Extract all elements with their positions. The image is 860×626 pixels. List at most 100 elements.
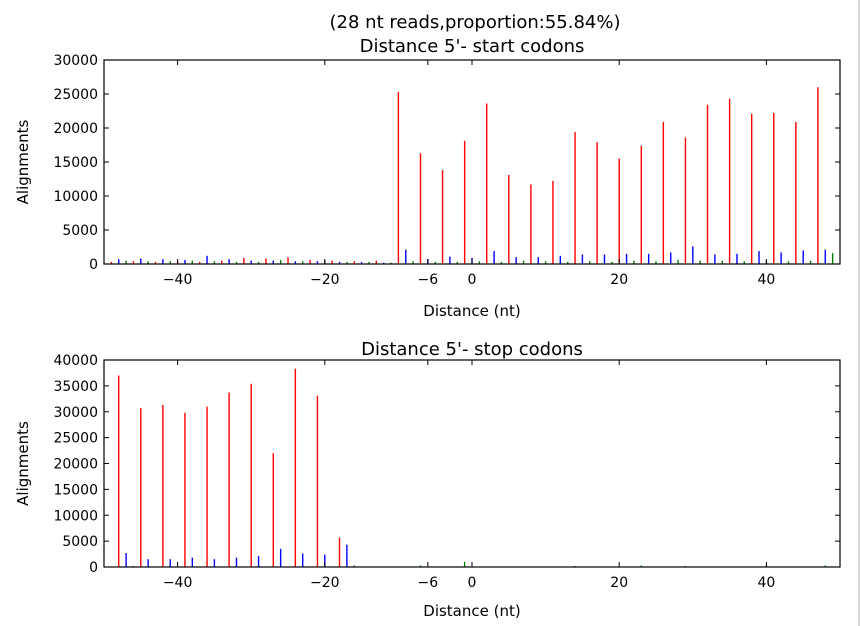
bar-frame1-x12 bbox=[559, 255, 562, 264]
bar-frame1-x18 bbox=[603, 254, 606, 264]
bar-frame0-x8 bbox=[530, 184, 532, 264]
bar-frame1-x-30 bbox=[250, 260, 252, 264]
y-tick-label: 20000 bbox=[53, 121, 98, 137]
bar-frame0-x-16 bbox=[353, 261, 355, 264]
bar-frame0-x26 bbox=[662, 121, 665, 264]
bar-frame0-x-13 bbox=[375, 260, 378, 264]
x-tick-label: −6 bbox=[418, 272, 439, 288]
bar-frame0-x-48 bbox=[118, 375, 120, 567]
bar-frame1-x21 bbox=[625, 253, 628, 264]
bar-frame1-x36 bbox=[736, 253, 738, 264]
bar-frame0-x2 bbox=[486, 103, 488, 265]
bar-frame2-x19 bbox=[611, 261, 613, 264]
bar-frame0-x11 bbox=[552, 181, 554, 264]
bar-frame2-x46 bbox=[809, 260, 812, 264]
bar-frame1-x-41 bbox=[169, 559, 171, 567]
bar-frame1-x48 bbox=[824, 249, 826, 264]
bar-frame0-x-30 bbox=[250, 383, 252, 567]
bar-frame2-x-1 bbox=[463, 561, 466, 567]
bar-frame1-x3 bbox=[493, 251, 495, 264]
bar-frame0-x44 bbox=[795, 121, 797, 264]
bar-frame0-x-34 bbox=[221, 260, 223, 264]
bar-frame0-x-22 bbox=[309, 259, 311, 264]
bar-frame1-x42 bbox=[780, 252, 782, 264]
x-tick-label: 40 bbox=[757, 575, 775, 591]
bar-frame2-x25 bbox=[655, 261, 657, 264]
x-tick-label: −40 bbox=[163, 575, 193, 591]
bar-frame2-x1 bbox=[478, 261, 481, 264]
y-tick-label: 0 bbox=[89, 560, 98, 576]
y-tick-label: 25000 bbox=[53, 431, 98, 447]
bar-frame2-x-11 bbox=[390, 262, 392, 264]
chart-title: Distance 5'- start codons bbox=[360, 36, 585, 57]
x-axis-label: Distance (nt) bbox=[423, 602, 520, 620]
bar-frame2-x48 bbox=[824, 565, 826, 567]
y-tick-label: 30000 bbox=[53, 53, 98, 69]
bar-frame0-x-4 bbox=[441, 170, 444, 264]
bar-frame2-x-35 bbox=[213, 261, 216, 264]
y-tick-label: 10000 bbox=[53, 189, 98, 205]
bar-frame0-x-19 bbox=[331, 260, 333, 264]
bar-frame0-x-37 bbox=[198, 261, 201, 264]
bar-frame0-x29 bbox=[684, 137, 687, 264]
bar-frame1-x-29 bbox=[257, 556, 260, 567]
y-axis-label: Alignments bbox=[14, 119, 32, 204]
y-tick-label: 0 bbox=[89, 257, 98, 273]
y-axis-label: Alignments bbox=[14, 421, 32, 506]
bar-frame0-x-33 bbox=[228, 392, 230, 567]
plot-frame bbox=[103, 359, 841, 568]
y-tick-label: 20000 bbox=[53, 457, 98, 473]
bar-frame0-x-25 bbox=[287, 257, 289, 264]
bar-frame1-x-21 bbox=[316, 261, 319, 264]
y-tick-label: 15000 bbox=[53, 482, 98, 498]
figure-suptitle: (28 nt reads,proportion:55.84%) bbox=[330, 12, 621, 33]
bar-frame1-x-15 bbox=[360, 261, 363, 264]
bar-frame1-x6 bbox=[515, 257, 517, 264]
x-tick-label: 40 bbox=[757, 272, 775, 288]
x-tick-label: 20 bbox=[610, 575, 628, 591]
y-tick-label: 35000 bbox=[53, 379, 98, 395]
bar-frame2-x-16 bbox=[353, 565, 355, 567]
bar-frame1-x39 bbox=[758, 251, 760, 264]
bar-frame0-x32 bbox=[706, 104, 709, 264]
bar-frame0-x-24 bbox=[294, 368, 297, 567]
bar-frame1-x-39 bbox=[184, 259, 186, 264]
bar-frame2-x-29 bbox=[257, 261, 260, 264]
bar-frame0-x-36 bbox=[206, 406, 208, 567]
bar-frame1-x24 bbox=[647, 253, 650, 264]
bar-frame0-x35 bbox=[728, 98, 731, 264]
bar-frame0-x47 bbox=[817, 87, 819, 264]
bar-frame2-x43 bbox=[787, 261, 790, 264]
bar-frame2-x10 bbox=[544, 261, 547, 264]
bar-frame2-x-17 bbox=[346, 261, 348, 264]
bar-frame2-x28 bbox=[677, 259, 679, 264]
bar-frame0-x5 bbox=[508, 174, 510, 264]
bar-frame0-x-39 bbox=[184, 412, 186, 567]
bar-frame1-x-36 bbox=[206, 255, 208, 264]
bar-frame1-x-12 bbox=[382, 262, 385, 264]
bar-frame2-x7 bbox=[522, 260, 525, 264]
bar-frame1-x-47 bbox=[125, 553, 127, 567]
bar-frame2-x-14 bbox=[368, 261, 370, 264]
bar-frame1-x-9 bbox=[405, 249, 407, 264]
bar-frame0-x-1 bbox=[463, 140, 466, 264]
bar-frame0-x-21 bbox=[316, 395, 319, 567]
bar-frame0-x-10 bbox=[397, 91, 400, 265]
bar-frame1-x-18 bbox=[338, 261, 341, 264]
x-tick-label: −20 bbox=[310, 272, 340, 288]
bar-frame0-x-42 bbox=[162, 405, 164, 567]
bar-frame1-x-20 bbox=[324, 554, 326, 567]
bar-frame1-x-17 bbox=[346, 544, 348, 567]
bar-frame2-x22 bbox=[633, 260, 635, 264]
start-codons-panel: Distance 5'- start codons −40 −20 −6 0 20 40 0 5… bbox=[14, 36, 841, 320]
x-tick-label: 0 bbox=[468, 272, 477, 288]
x-tick-label: 20 bbox=[610, 272, 628, 288]
bar-frame0-x41 bbox=[773, 113, 775, 264]
bar-frame2-x-47 bbox=[125, 260, 127, 264]
bar-frame2-x-38 bbox=[191, 260, 194, 264]
bar-frame0-x38 bbox=[750, 113, 753, 264]
bar-frame0-x-49 bbox=[110, 261, 113, 264]
bar-frame2-x-44 bbox=[147, 261, 149, 264]
bar-frame2-x13 bbox=[566, 261, 569, 264]
bar-frame0-x-27 bbox=[272, 453, 274, 567]
